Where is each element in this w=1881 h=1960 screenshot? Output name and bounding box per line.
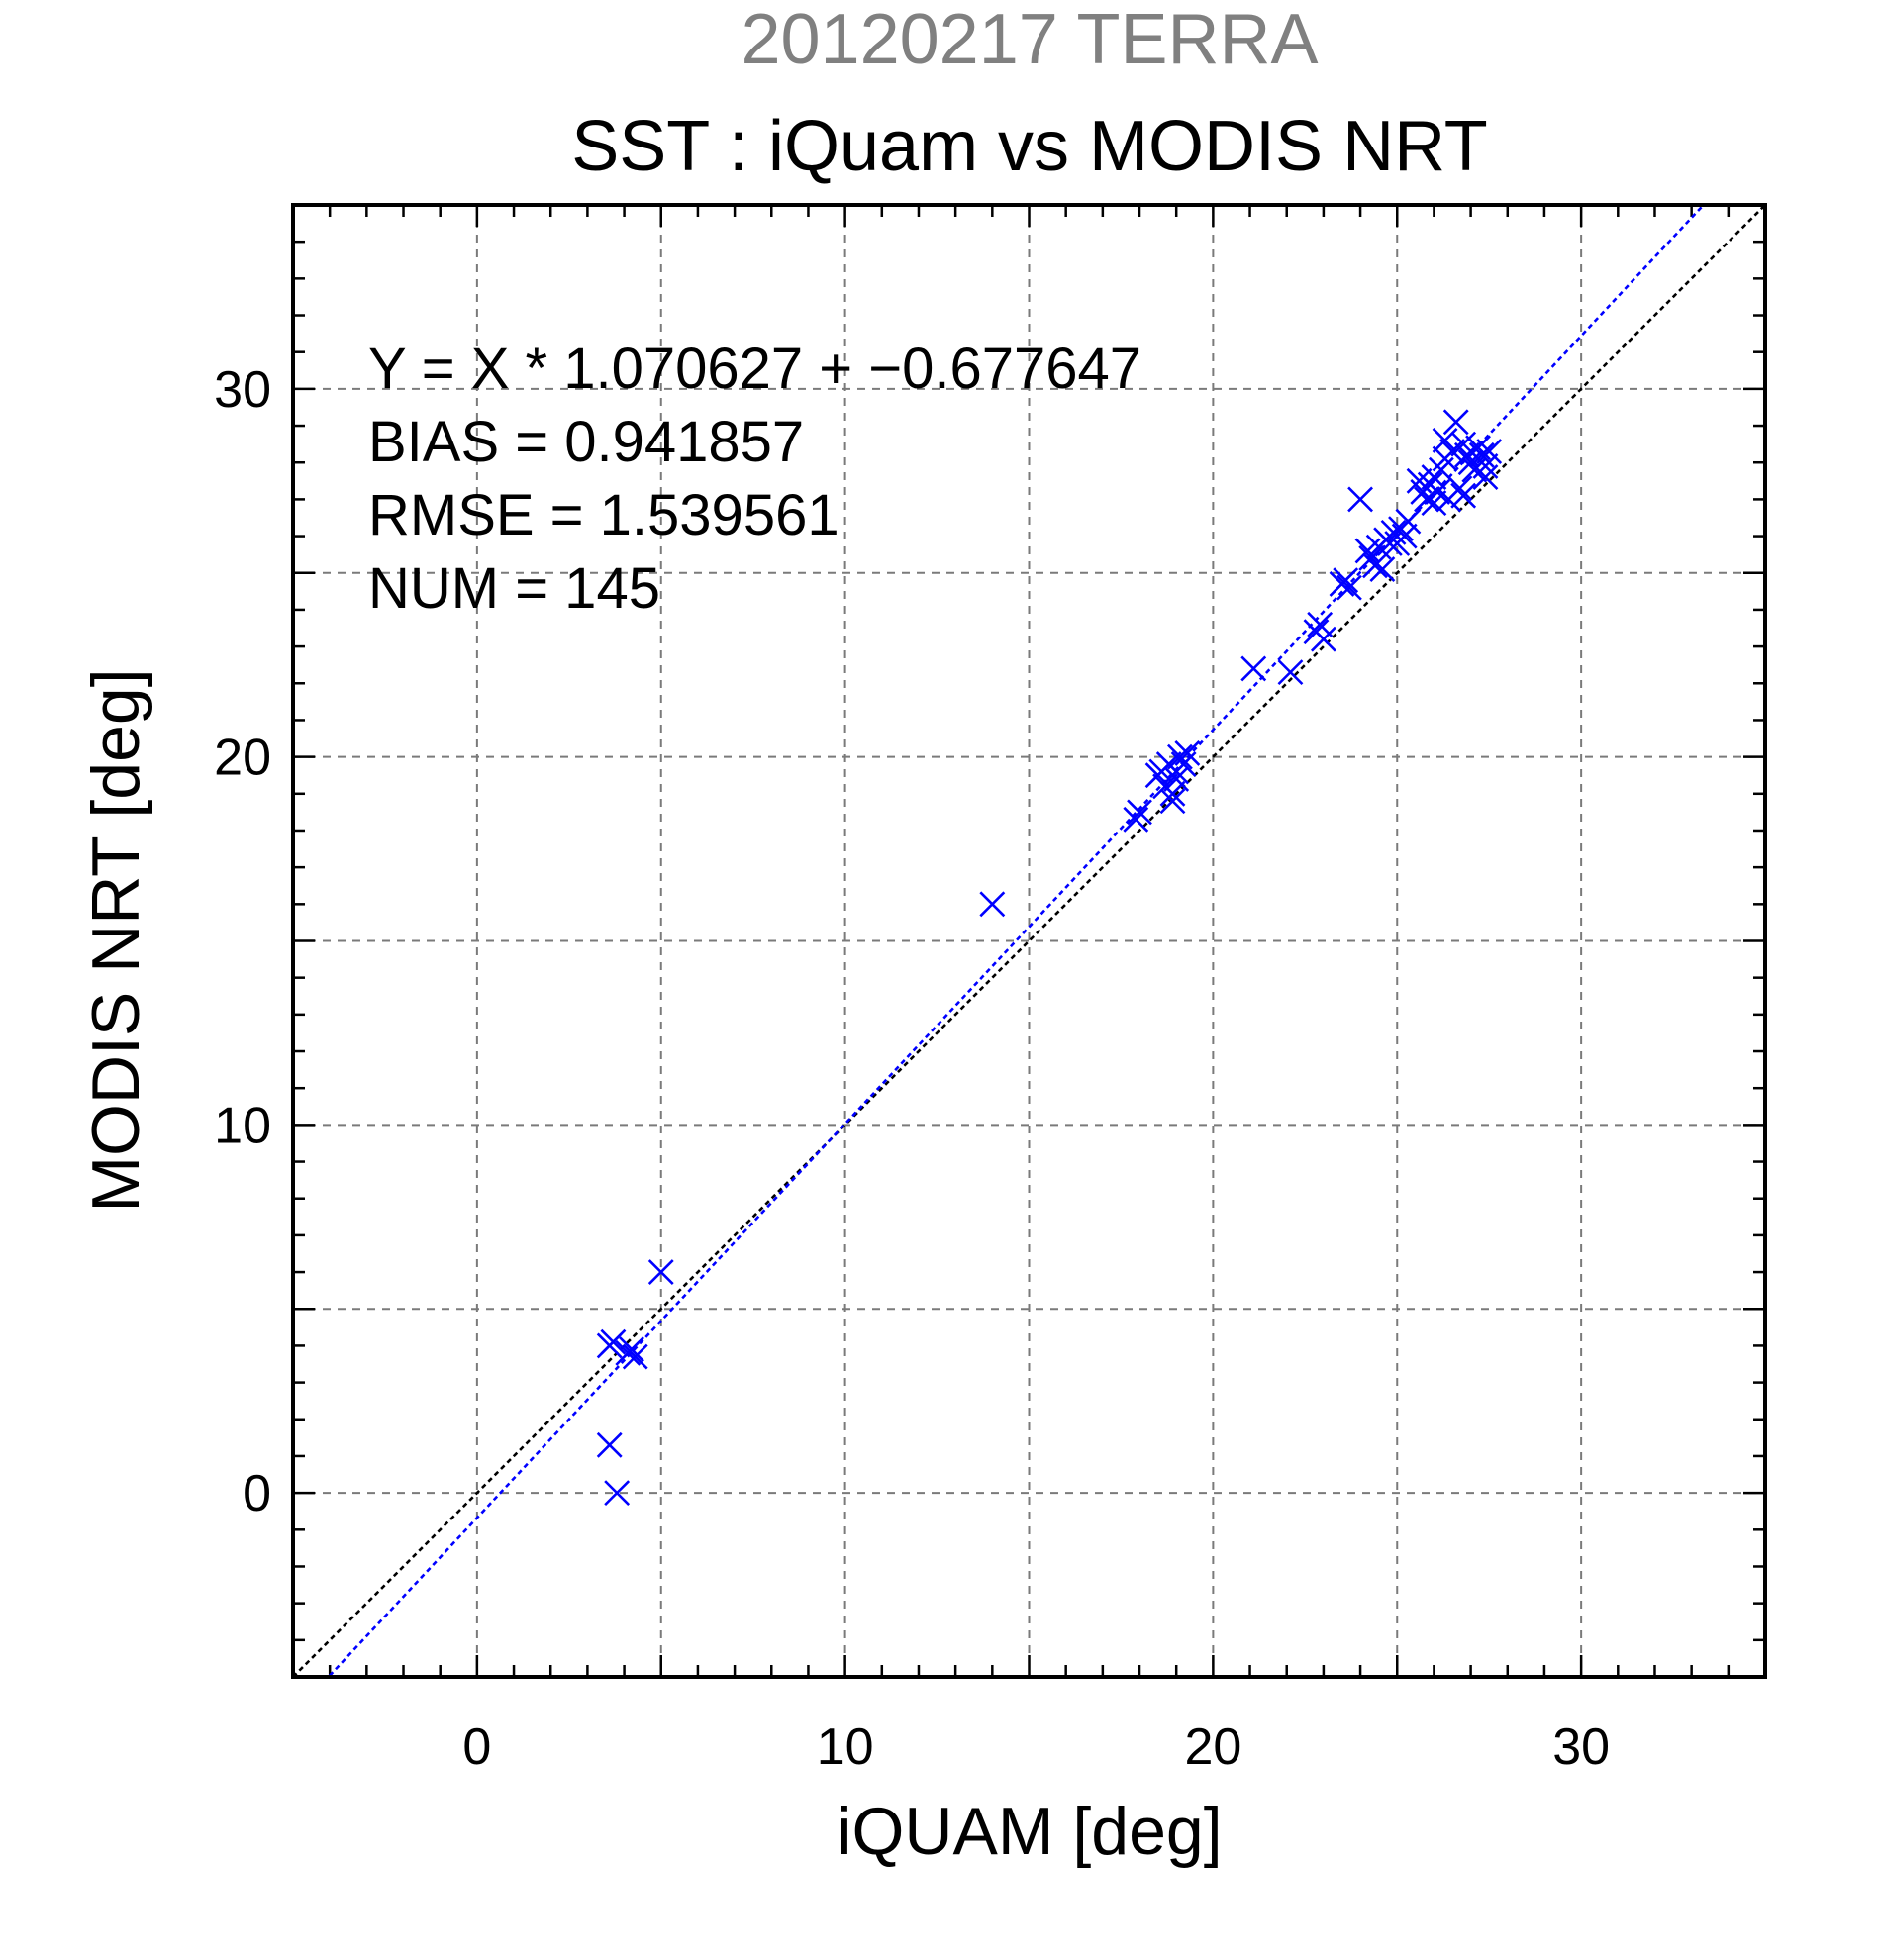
data-point [1166,743,1193,770]
data-point [1159,780,1186,807]
annotation-line: BIAS = 0.941857 [368,410,804,474]
y-axis-label: MODIS NRT [deg] [78,668,153,1212]
x-tick-label: 20 [1184,1718,1241,1776]
x-tick-label: 30 [1552,1718,1610,1776]
data-point [647,1259,674,1285]
data-point [619,1336,644,1363]
x-axis-label: iQUAM [deg] [837,1794,1222,1869]
y-tick-label: 20 [214,730,271,787]
data-point [1425,479,1451,505]
annotation-line: Y = X * 1.070627 + −0.677647 [368,337,1141,401]
data-point [1446,475,1473,502]
chart-supertitle: 20120217 TERRA [741,0,1318,79]
data-point [1277,659,1304,686]
data-point [1442,409,1469,436]
data-point [1395,508,1422,535]
y-tick-label: 0 [243,1465,271,1522]
data-point [596,1431,623,1458]
data-point [1347,486,1373,513]
data-point [979,891,1006,918]
data-point [1307,611,1334,637]
regression-line [327,205,1706,1677]
y-tick-label: 30 [214,361,271,419]
data-point [1391,523,1418,549]
data-point [1333,567,1359,594]
data-point [1414,486,1439,513]
data-point [1123,806,1149,833]
data-point [1310,626,1336,652]
data-point [1472,453,1499,479]
data-point [600,1328,627,1355]
tick-labels: 0 10 20 30 0 10 20 30 [214,361,1610,1776]
data-point [1476,439,1503,464]
data-point [1148,758,1175,785]
data-point [1439,439,1465,464]
data-point [1336,574,1362,601]
data-point [1163,766,1190,792]
x-tick-label: 0 [462,1718,491,1776]
grid-lines [293,205,1765,1677]
annotation-line: RMSE = 1.539561 [368,483,840,547]
data-point [1450,482,1477,509]
chart-title: SST : iQuam vs MODIS NRT [571,107,1488,186]
data-point [1174,739,1201,766]
reference-lines [293,205,1765,1677]
data-point [604,1480,631,1507]
data-point [1127,799,1152,826]
data-point [1472,464,1499,491]
y-tick-label: 10 [214,1097,271,1154]
x-tick-label: 10 [817,1718,874,1776]
data-point [1432,428,1458,453]
data-points [596,409,1503,1507]
plot-frame [291,203,1767,1679]
data-point [1240,655,1267,682]
annotation-line: NUM = 145 [368,556,660,621]
data-point [1369,556,1396,582]
statistics-annotation: Y = X * 1.070627 + −0.677647 BIAS = 0.941… [368,337,1141,621]
data-point [622,1343,648,1370]
data-point [1159,788,1186,815]
